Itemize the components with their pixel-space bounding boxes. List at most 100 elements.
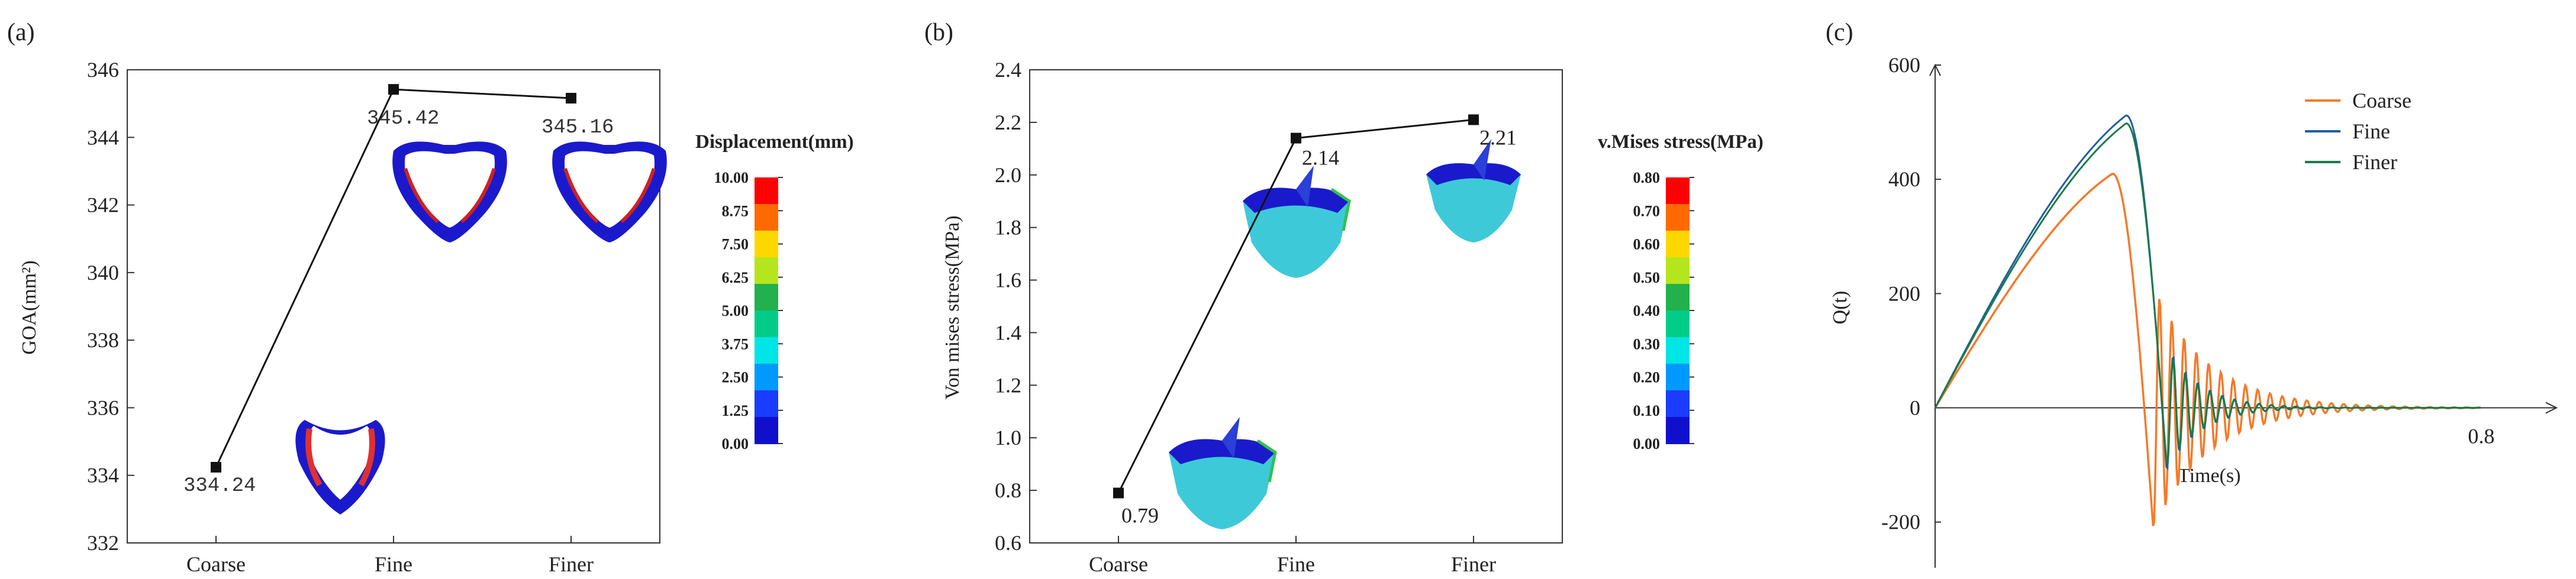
colorbar-swatch — [755, 177, 778, 205]
y-tick-label: 600 — [1888, 53, 1920, 77]
data-series — [1934, 114, 2481, 526]
panel-a: (a) 332 334 336 338 340 342 344 346 Coarse Fine F… — [7, 19, 854, 576]
x-axis-label: Time(s) — [2178, 465, 2240, 487]
colorbar-swatch — [1666, 337, 1690, 364]
panel-label: (b) — [924, 19, 953, 46]
series-line — [1934, 122, 2481, 465]
y-axis-ticks: 332 334 336 338 340 342 344 346 — [87, 58, 134, 555]
data-label: 345.42 — [367, 108, 439, 130]
colorbar-swatch — [1666, 310, 1690, 338]
y-tick-label: 340 — [87, 261, 119, 284]
colorbar-swatch — [755, 284, 778, 311]
colorbar-tick-label: 0.00 — [722, 435, 749, 452]
data-label: 2.21 — [1479, 125, 1517, 149]
x-axis-ticks: Coarse Fine Finer — [186, 536, 594, 576]
colorbar-tick-label: 5.00 — [722, 302, 749, 319]
colorbar-swatch — [755, 364, 778, 391]
y-axis-label: Q(t) — [1829, 291, 1851, 325]
valve-closure-render-finer — [552, 141, 667, 242]
colorbar-swatch — [755, 310, 778, 338]
y-axis-ticks: 0.6 0.8 1.0 1.2 1.4 1.6 1.8 2.0 2.2 2.4 — [995, 58, 1037, 555]
colorbar-tick-label: 0.30 — [1633, 335, 1661, 352]
legend-label: Finer — [2352, 150, 2397, 174]
colorbar-title: Displacement(mm) — [695, 131, 854, 153]
y-tick-label: 338 — [87, 328, 119, 352]
legend-label: Coarse — [2352, 89, 2411, 112]
colorbar-swatch — [1666, 284, 1690, 311]
legend: Coarse Fine Finer — [2305, 89, 2411, 174]
colorbar-tick-label: 0.50 — [1633, 269, 1661, 286]
colorbar-swatch — [755, 231, 778, 258]
colorbar-tick-label: 7.50 — [722, 236, 749, 253]
y-tick-label: 2.4 — [995, 58, 1021, 82]
y-tick-label: 0 — [1910, 396, 1920, 420]
colorbar-swatch — [1666, 231, 1690, 258]
axes: 600 400 200 0 -200 0.8 — [1881, 53, 2558, 568]
y-tick-label: 342 — [87, 193, 119, 217]
y-tick-label: 400 — [1888, 167, 1920, 191]
y-tick-label: 1.4 — [995, 321, 1021, 344]
y-tick-label: 1.2 — [995, 373, 1021, 397]
colorbar-tick-label: 2.50 — [722, 369, 749, 386]
y-tick-label: 2.0 — [995, 163, 1021, 187]
y-tick-label: 1.6 — [995, 269, 1021, 292]
y-tick-label: 334 — [87, 464, 119, 487]
colorbar-tick-label: 0.60 — [1633, 236, 1661, 253]
colorbar: 10.00 8.75 7.50 6.25 5.00 3.75 2.50 1.25 0.00 — [714, 169, 783, 452]
y-tick-label: -200 — [1881, 510, 1920, 534]
data-point — [388, 84, 399, 95]
y-tick-label: 1.8 — [995, 216, 1021, 240]
y-tick-label: 332 — [87, 531, 119, 555]
x-axis-ticks: Coarse Fine Finer — [1089, 536, 1496, 576]
y-tick-label: 0.8 — [995, 478, 1021, 502]
colorbar-tick-label: 8.75 — [722, 202, 749, 219]
data-point — [1291, 132, 1301, 144]
data-label: 345.16 — [541, 117, 614, 139]
colorbar-swatch — [1666, 417, 1690, 444]
panel-c: (c) 600 400 200 0 -200 0.8 Q(t) Time(s) Coars… — [1826, 19, 2558, 568]
colorbar-tick-label: 0.80 — [1633, 169, 1661, 186]
x-tick-label: Coarse — [1089, 552, 1148, 576]
y-tick-label: 0.6 — [995, 531, 1021, 555]
valve-closure-render-fine — [392, 141, 507, 242]
panel-label: (c) — [1826, 19, 1853, 46]
colorbar-swatch — [755, 390, 778, 418]
x-axis-arrow — [2545, 402, 2558, 414]
plot-frame — [127, 69, 660, 544]
colorbar-tick-label: 1.25 — [722, 402, 749, 419]
x-tick-label: Finer — [549, 552, 594, 576]
leaflet-stress-render-fine — [1243, 166, 1351, 278]
y-tick-label: 346 — [87, 58, 119, 82]
data-label: 0.79 — [1121, 504, 1159, 528]
x-tick-label: Finer — [1451, 552, 1496, 576]
series-line — [215, 88, 572, 468]
y-tick-label: 2.2 — [995, 111, 1021, 134]
colorbar-tick-label: 0.70 — [1633, 202, 1661, 219]
x-tick-label: 0.8 — [2468, 425, 2494, 448]
leaflet-stress-render-coarse — [1169, 417, 1277, 529]
data-point — [211, 462, 221, 473]
data-series: 0.79 2.14 2.21 — [1113, 114, 1517, 528]
colorbar-tick-label: 0.20 — [1633, 369, 1661, 386]
y-tick-label: 1.0 — [995, 426, 1021, 449]
panel-label: (a) — [7, 19, 35, 46]
data-point — [1468, 114, 1479, 125]
colorbar-title: v.Mises stress(MPa) — [1598, 131, 1763, 153]
colorbar-tick-label: 0.10 — [1633, 402, 1661, 419]
valve-closure-render-coarse — [295, 420, 385, 515]
y-axis-label: Von mises stress(MPa) — [942, 215, 963, 399]
series-line — [1934, 114, 2481, 470]
x-tick-label: Coarse — [186, 552, 246, 576]
y-tick-label: 336 — [87, 396, 119, 419]
colorbar-swatch — [755, 417, 778, 444]
colorbar-tick-label: 0.40 — [1633, 302, 1661, 319]
colorbar-swatch — [1666, 390, 1690, 418]
y-axis-label: GOA(mm²) — [18, 260, 40, 354]
panel-b: (b) 0.6 0.8 1.0 1.2 1.4 1.6 1.8 2.0 2.2 2.4 Coars… — [924, 19, 1763, 576]
data-label: 2.14 — [1302, 146, 1339, 170]
y-tick-label: 344 — [87, 125, 119, 149]
colorbar-swatch — [755, 204, 778, 231]
leaflet-stress-render-finer — [1426, 139, 1521, 242]
colorbar-tick-label: 3.75 — [722, 335, 749, 352]
colorbar-swatch — [755, 337, 778, 364]
